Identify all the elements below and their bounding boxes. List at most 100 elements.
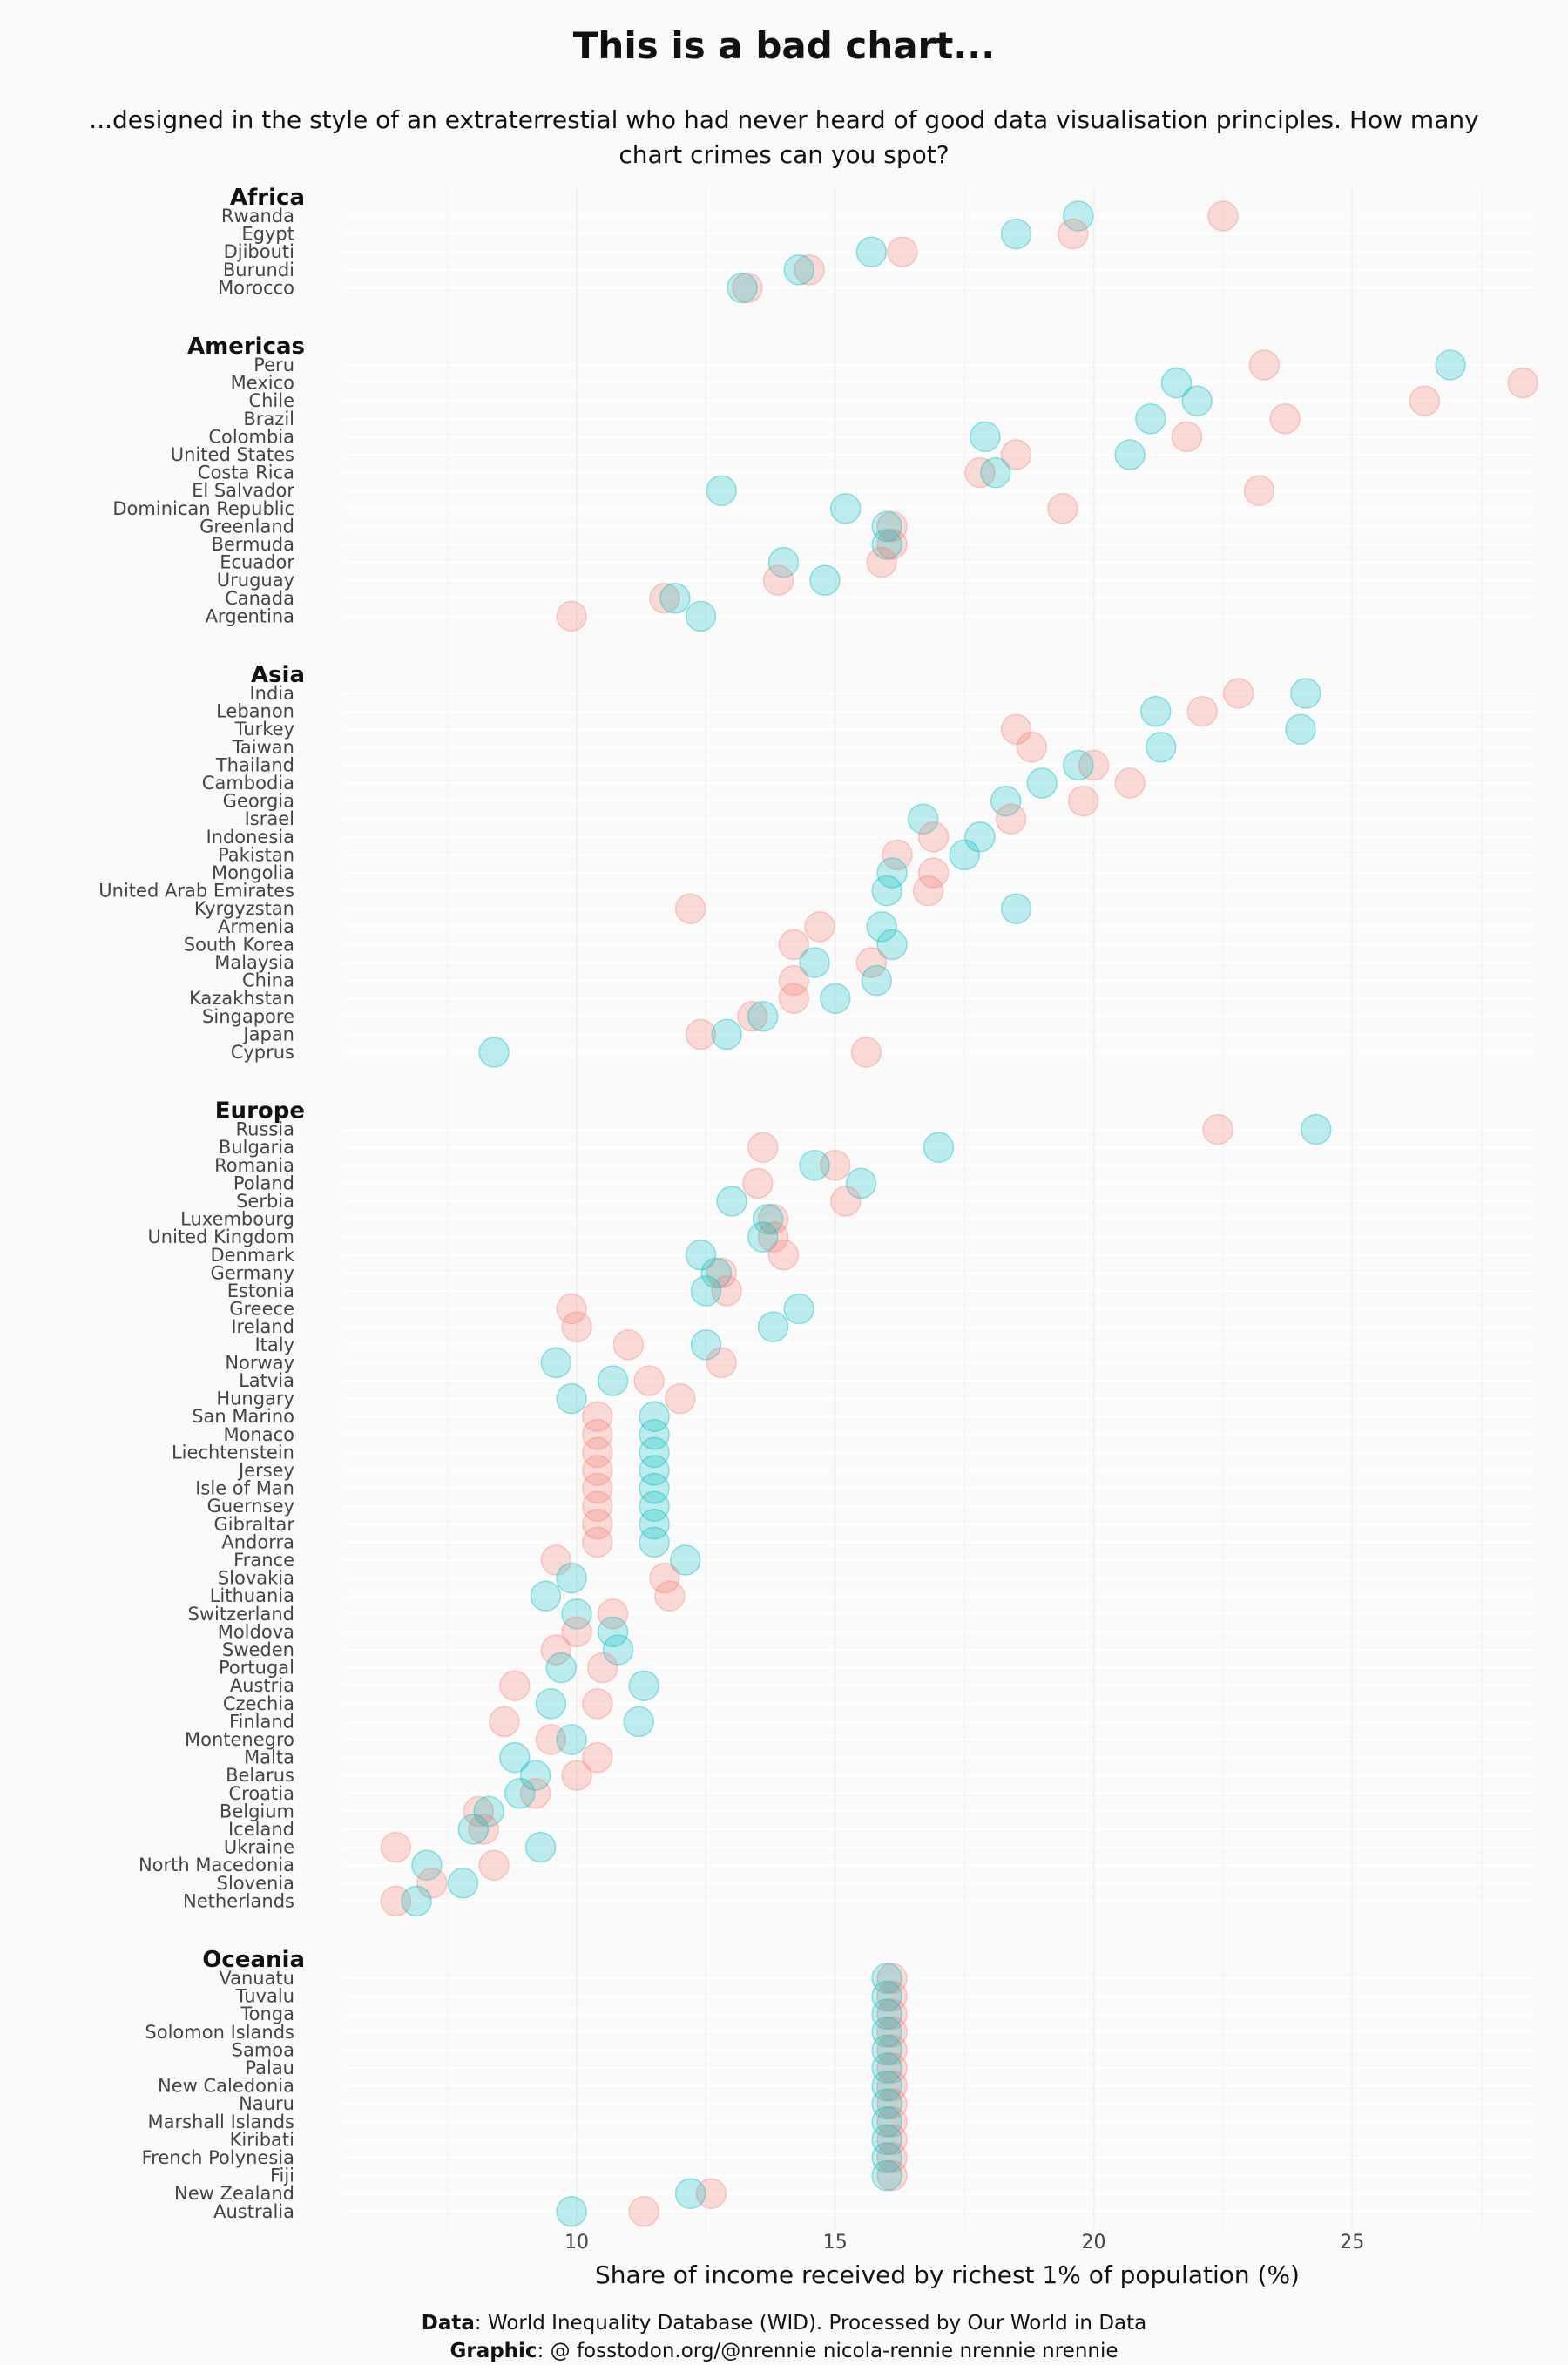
dot-series-b [457,1814,490,1845]
country-label: Palau [245,2058,294,2078]
dot-series-a [582,1419,613,1450]
dot-series-a [706,1347,737,1379]
country-label: Mexico [231,373,294,394]
country-label: Romania [214,1155,294,1176]
dot-series-a [582,1741,613,1774]
dot-series-b [1145,732,1177,763]
dot-series-a [1016,732,1048,763]
caption-graphic: Graphic: @ fosstodon.org/@nrennie nicola… [0,2337,1568,2365]
country-label: Samoa [232,2039,294,2060]
country-label: Chile [248,390,294,411]
dot-series-b [690,1329,722,1361]
dot-series-a [876,2070,908,2102]
dot-series-b [871,2052,902,2084]
dot-series-a [1207,200,1239,232]
country-label: Estonia [227,1280,294,1301]
dot-series-a [380,1831,412,1863]
dot-layer [380,200,1538,2227]
dot-series-a [561,1311,592,1342]
dot-series-b [690,1275,722,1307]
dot-series-b [871,1980,902,2012]
dot-series-a [995,803,1027,835]
dot-series-b [1114,439,1146,470]
x-tick-label: 15 [823,2232,848,2254]
dot-series-a [582,1472,613,1504]
country-label: Jersey [237,1460,294,1481]
country-label: Armenia [218,916,294,937]
dot-series-b [659,583,691,614]
dot-series-a [820,1150,851,1181]
country-label: Germany [210,1262,294,1283]
dot-series-b [1026,767,1058,799]
dot-series-b [1181,385,1213,416]
region-label: Asia [251,662,305,688]
dot-series-b [597,1365,629,1396]
x-axis-label: Share of income received by richest 1% o… [595,2260,1300,2289]
country-label: Switzerland [188,1604,295,1625]
dot-series-a [794,254,825,286]
dot-series-a [416,1868,448,1899]
dot-series-b [1140,695,1172,727]
dot-series-b [623,1706,655,1738]
dot-series-b [1000,218,1032,250]
dot-series-a [519,1778,551,1809]
dot-series-b [949,839,980,871]
dot-series-b [1300,1113,1332,1145]
country-label: Costa Rica [198,463,294,483]
dot-series-b [907,803,939,835]
dot-series-b [411,1849,443,1881]
caption-data-text: : World Inequality Database (WID). Proce… [474,2311,1147,2335]
country-label: Morocco [218,277,294,298]
dot-series-b [980,456,1011,489]
country-label: Greece [229,1299,294,1320]
dot-series-a [1114,767,1146,799]
dot-series-b [639,1526,670,1558]
region-label: Oceania [202,1947,305,1973]
caption-data-label: Data [421,2311,475,2335]
country-label: Belgium [220,1801,294,1821]
dot-series-a [876,2142,908,2173]
country-label: Iceland [228,1819,294,1840]
country-label: Thailand [215,754,294,775]
country-label: Fiji [270,2166,294,2186]
country-label: Guernsey [207,1496,294,1517]
country-label: Belarus [226,1765,294,1786]
dot-series-a [706,1257,737,1289]
dot-series-b [711,1018,742,1051]
dot-series-b [530,1580,562,1612]
dot-series-a [1078,749,1110,781]
dot-series-a [876,1963,908,1994]
dot-series-a [1000,439,1032,470]
dot-series-b [876,929,908,961]
dot-series-b [866,911,897,943]
dot-series-a [778,929,810,961]
country-label: Luxembourg [180,1209,294,1230]
dot-series-a [586,1652,618,1684]
dot-series-b [1285,713,1316,745]
dot-series-a [1202,1113,1233,1145]
country-label: Singapore [202,1006,294,1027]
dot-series-b [504,1778,536,1809]
x-tick-label: 20 [1082,2232,1106,2254]
dot-series-a [556,600,587,632]
dot-series-a [876,510,908,543]
dot-series-a [654,1580,686,1612]
dot-series-a [633,1365,665,1396]
dot-series-b [1062,749,1094,781]
country-label: Egypt [241,224,294,245]
country-label: Argentina [206,605,294,626]
dot-series-a [876,2017,908,2048]
country-label: Bulgaria [219,1137,294,1158]
x-axis: 10 15 20 25 Share of income received by rich… [564,2232,1364,2289]
country-label: Finland [229,1711,294,1732]
dot-series-a [628,2196,659,2227]
dot-series-a [711,1275,742,1307]
country-label: United Arab Emirates [98,881,294,902]
country-label: Slovakia [218,1568,294,1589]
country-label: United States [171,444,294,465]
dot-series-a [876,529,908,560]
dot-series-b [628,1670,659,1701]
country-label: North Macedonia [139,1855,294,1875]
dot-series-b [540,1347,572,1379]
